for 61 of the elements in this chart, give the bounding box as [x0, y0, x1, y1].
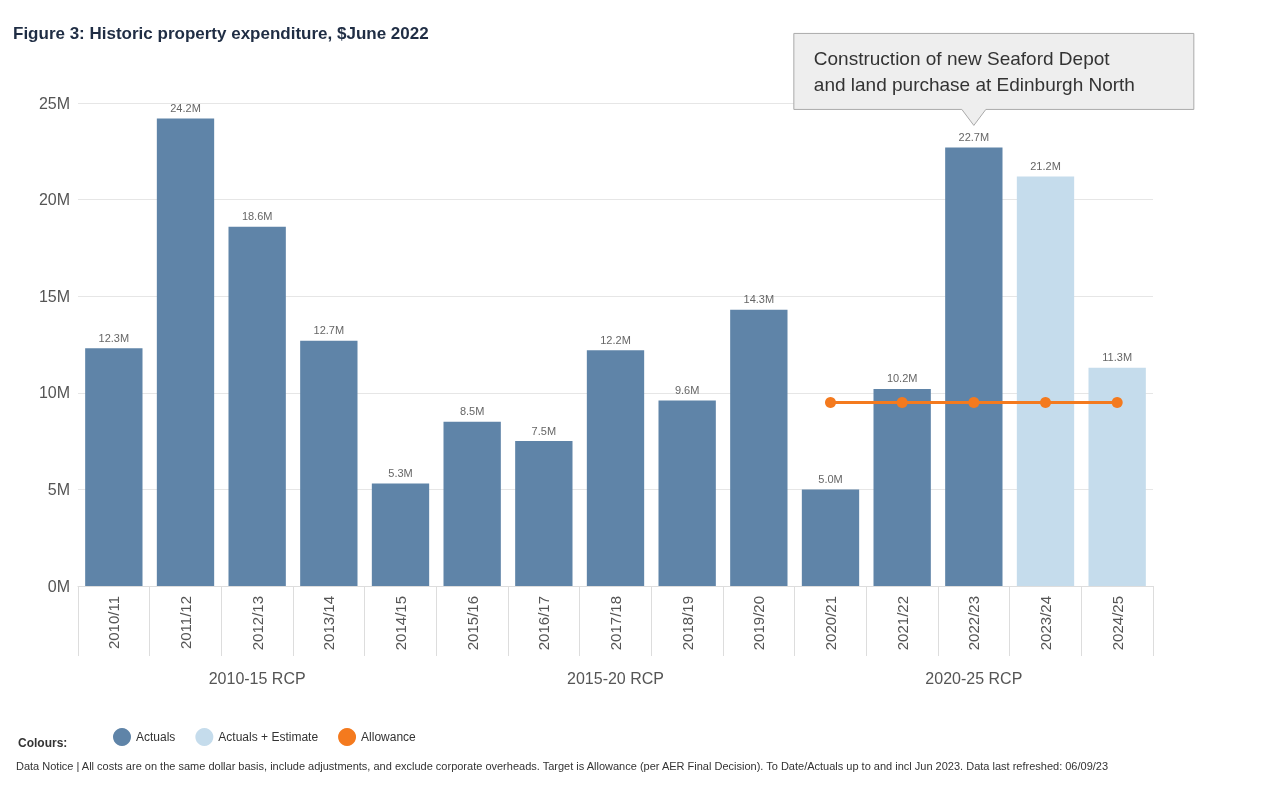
data-label: 24.2M	[170, 101, 201, 114]
data-label: 12.3M	[98, 331, 130, 344]
y-tick-label: 10M	[38, 384, 70, 402]
bar	[443, 421, 501, 586]
x-tick-label: 2016/17	[535, 596, 553, 651]
x-tick-label: 2021/22	[893, 596, 911, 651]
bar	[156, 118, 215, 586]
data-label: 7.5M	[531, 424, 557, 437]
text: 2020-25 RCP	[925, 669, 1023, 687]
bar	[1088, 367, 1146, 586]
x-tick-label: 2018/19	[678, 596, 696, 651]
x-tick-label: 2014/15	[392, 596, 409, 651]
y-tick-label: 15M	[38, 287, 70, 305]
x-tick-label: 2015/16	[463, 596, 481, 651]
bar	[228, 226, 286, 586]
text: 2010-15 RCP	[208, 669, 306, 687]
bar	[85, 348, 143, 586]
data-label: 5.0M	[818, 472, 843, 485]
x-tick-label: 2011/12	[177, 596, 194, 650]
data-label: 12.2M	[600, 333, 631, 346]
data-label: 21.2M	[1030, 159, 1061, 172]
bar	[586, 350, 645, 586]
data-label: 10.2M	[886, 372, 918, 385]
bar	[658, 400, 716, 586]
bar	[945, 147, 1003, 586]
data-label: 5.3M	[388, 467, 413, 480]
bar	[371, 483, 430, 586]
legend-title: Colours:	[18, 736, 68, 750]
x-tick-label: 2019/20	[750, 596, 768, 651]
data-label: 22.7M	[958, 130, 990, 143]
y-tick-label: 20M	[38, 191, 70, 209]
bar	[515, 441, 573, 586]
data-label: 9.6M	[674, 384, 700, 397]
legend-label: Allowance	[361, 730, 417, 744]
bar	[300, 340, 358, 586]
bar	[873, 388, 931, 586]
x-tick-label: 2023/24	[1037, 596, 1054, 651]
bar	[730, 309, 788, 586]
x-tick-label: 2020/21	[822, 596, 839, 651]
legend-label: Actuals	[136, 730, 176, 744]
data-label: 12.7M	[313, 324, 345, 337]
y-tick-label: 0M	[47, 577, 70, 595]
data-label: 14.3M	[743, 293, 775, 306]
x-tick-label: 2017/18	[607, 596, 624, 651]
data-label: 18.6M	[241, 210, 273, 223]
data-label: 8.5M	[459, 405, 485, 418]
x-tick-label: 2024/25	[1108, 596, 1126, 651]
data-label: 11.3M	[1102, 351, 1133, 364]
text: 2015-20 RCP	[567, 669, 664, 687]
x-tick-label: 2010/11	[105, 596, 123, 650]
x-tick-label: 2022/23	[965, 596, 983, 651]
y-tick-label: 5M	[47, 480, 70, 498]
bar	[801, 489, 860, 586]
bar	[1016, 176, 1075, 586]
annotation: Construction of new Seaford Depot and land purchase at Edinburgh North	[813, 47, 1135, 95]
legend-label: Actuals + Estimate	[218, 730, 319, 744]
x-tick-label: 2013/14	[320, 596, 338, 651]
chart-title: Figure 3: Historic property expenditure, $June 2022	[13, 24, 429, 43]
x-tick-label: 2012/13	[248, 596, 266, 651]
text: Data Notice | All costs are on the same dollar basis, include adjustments, and exclude corporate overheads. Target is Allowance (per AER Final Decision). To Date/Actuals up to and incl Jun 2023. Data last refreshed: 06/09/23	[16, 759, 1109, 772]
y-tick-label: 25M	[38, 94, 70, 112]
